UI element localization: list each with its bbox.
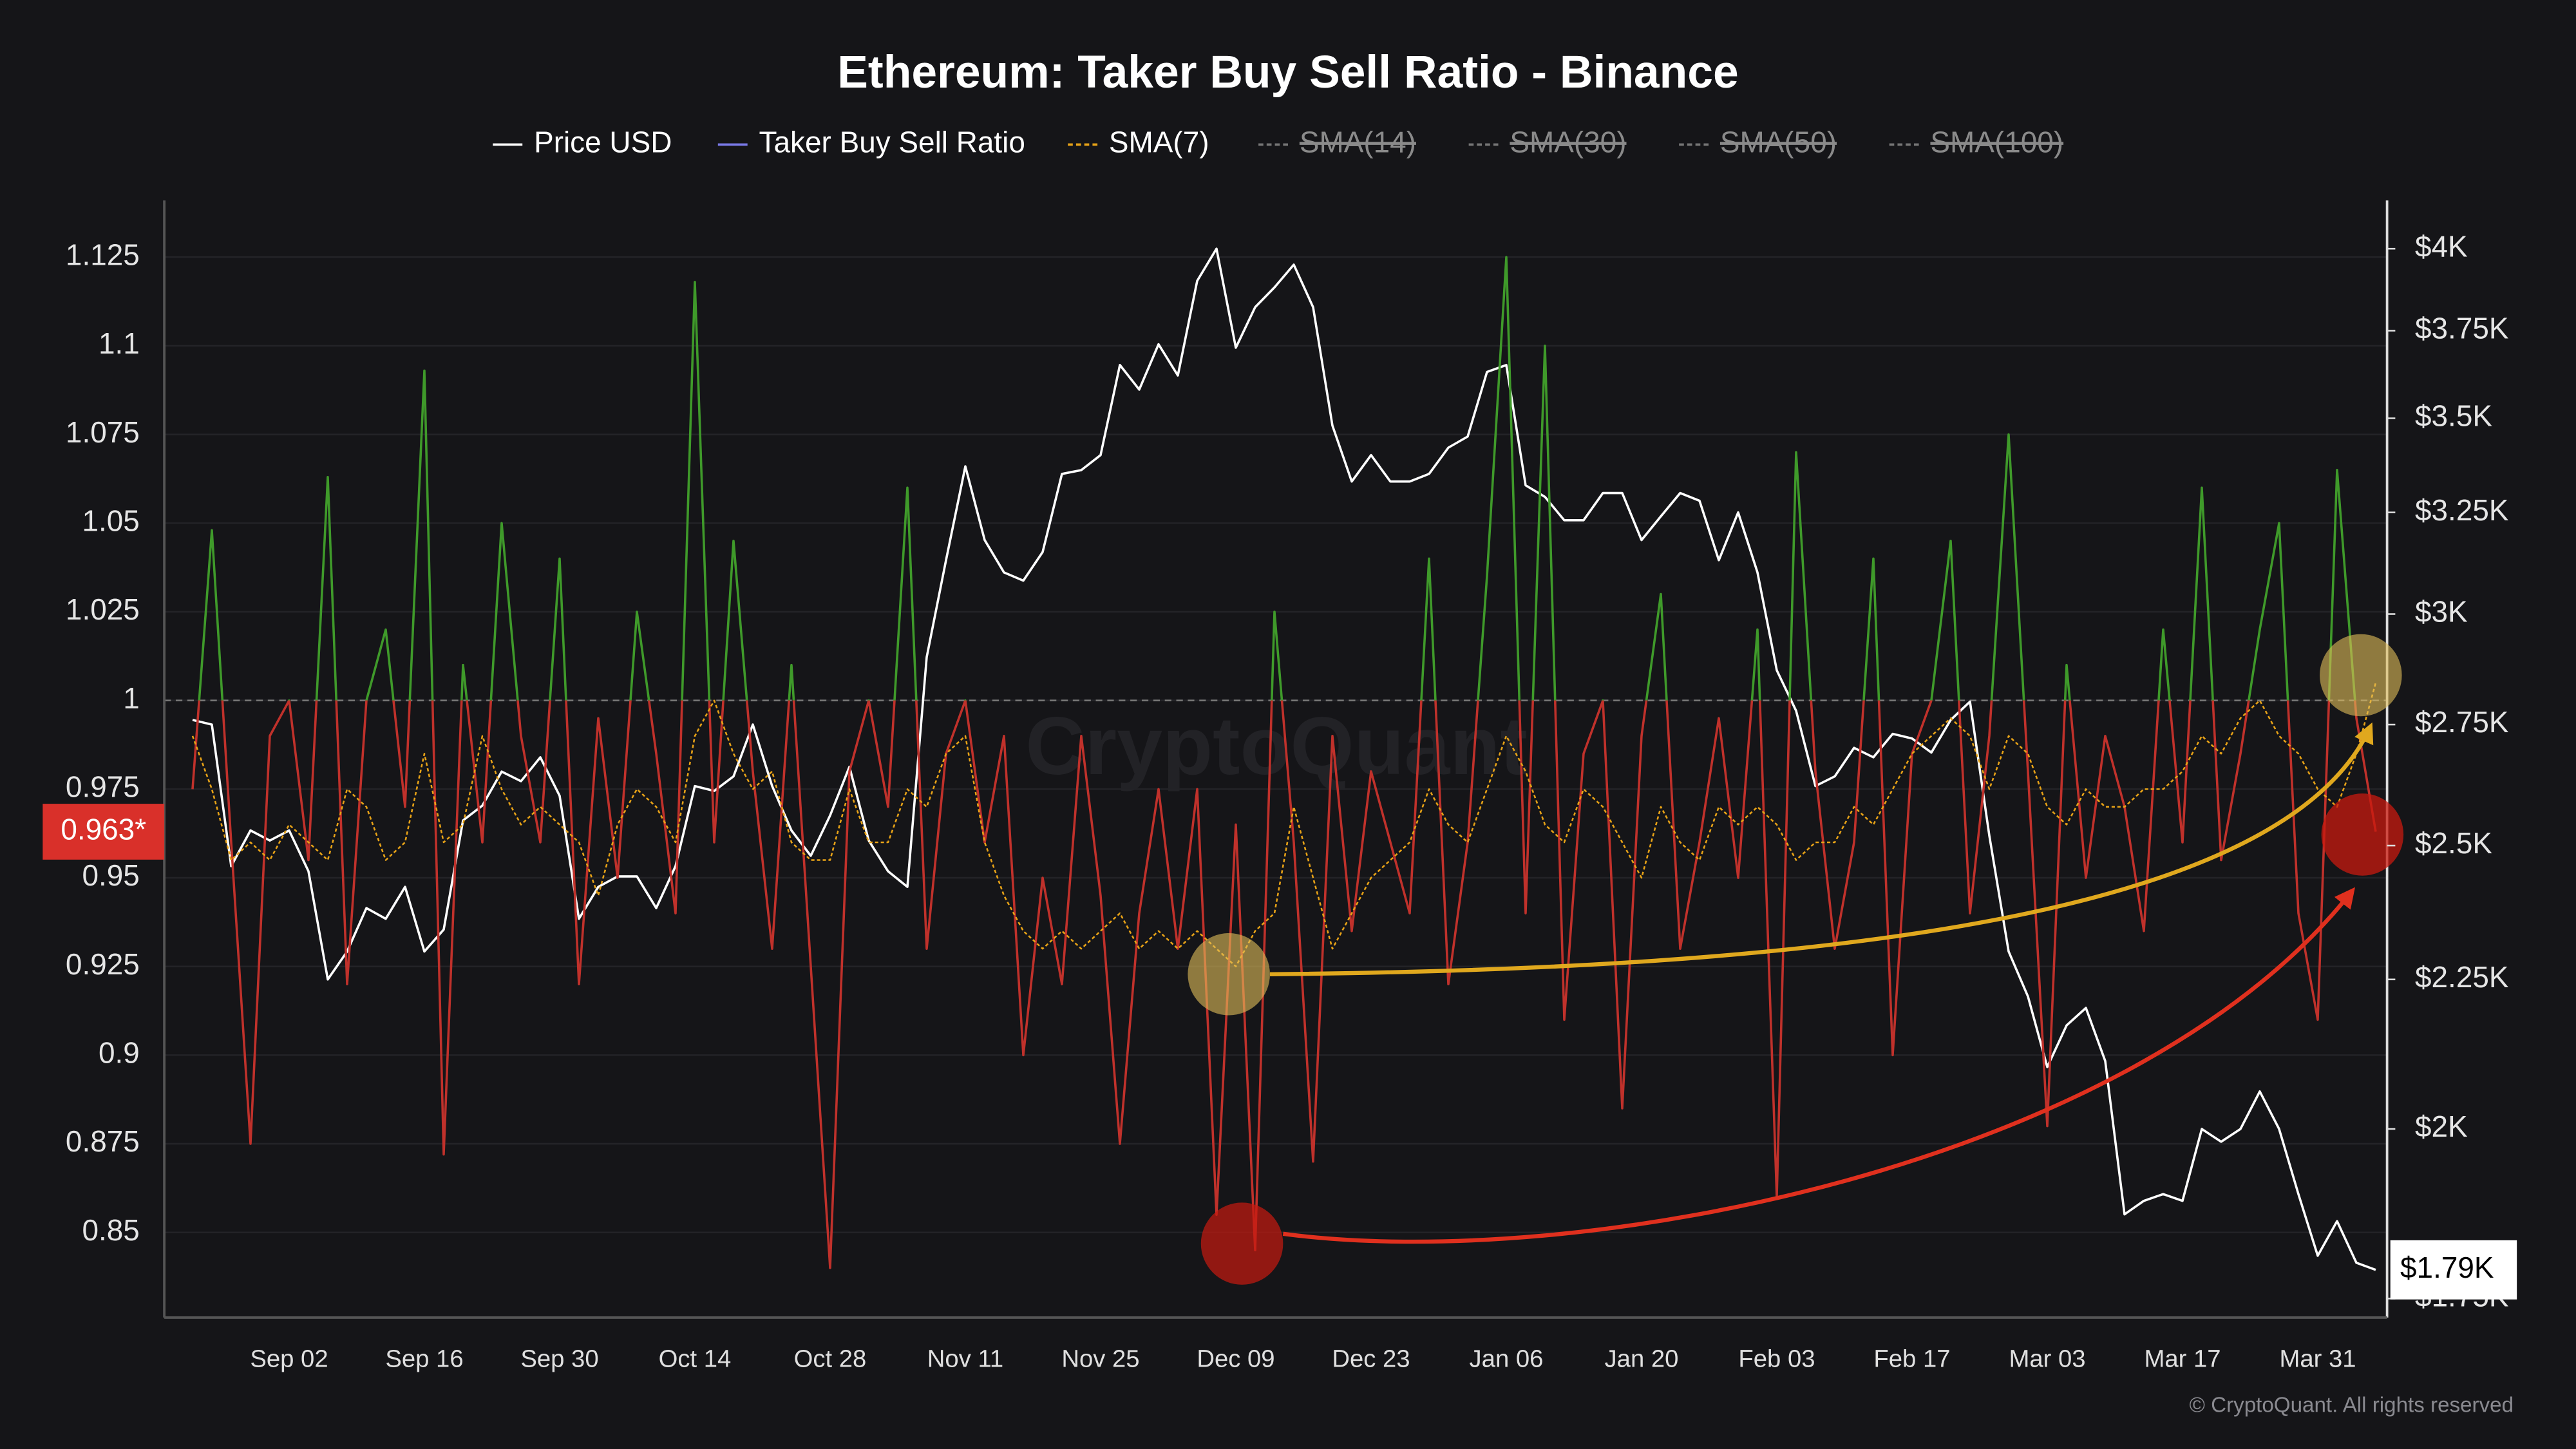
x-tick-label: Feb 03 xyxy=(1738,1345,1815,1372)
y-tick-label: 1.125 xyxy=(66,238,140,271)
y-tick-label: 1 xyxy=(123,681,140,715)
grid xyxy=(164,256,2387,1234)
x-tick-label: Oct 28 xyxy=(794,1345,867,1372)
y2-tick-label: $2.75K xyxy=(2415,705,2509,739)
y-tick-label: 0.975 xyxy=(66,770,140,804)
x-tick-label: Dec 23 xyxy=(1332,1345,1410,1372)
y-tick-label: 1.075 xyxy=(66,415,140,449)
plot xyxy=(191,247,2377,1271)
x-tick-label: Nov 25 xyxy=(1061,1345,1139,1372)
highlight-circle xyxy=(1188,933,1270,1016)
y-tick-label: 0.85 xyxy=(82,1213,139,1247)
current-price-label: $1.79K xyxy=(2400,1251,2494,1284)
y-tick-label: 0.925 xyxy=(66,947,140,981)
y-tick-label: 1.025 xyxy=(66,592,140,626)
series-line xyxy=(192,247,2376,1271)
watermark: CryptoQuant xyxy=(1025,701,1527,792)
y-tick-label: 0.875 xyxy=(66,1124,140,1158)
annotations xyxy=(163,200,2404,1319)
y2-tick-label: $2.25K xyxy=(2415,960,2509,994)
y-tick-label: 0.95 xyxy=(82,858,139,892)
legend: Price USD Taker Buy Sell Ratio SMA(7) SMA(1… xyxy=(493,126,2063,159)
y2-tick-label: $2.5K xyxy=(2415,826,2492,860)
y2-tick-label: $2K xyxy=(2415,1110,2468,1143)
highlight-circle xyxy=(2321,793,2404,876)
highlight-circle xyxy=(2320,634,2402,717)
legend-label[interactable]: SMA(30) xyxy=(1510,126,1626,159)
chart-title: Ethereum: Taker Buy Sell Ratio - Binance xyxy=(837,46,1738,98)
legend-label[interactable]: SMA(7) xyxy=(1109,126,1209,159)
arrow xyxy=(1282,887,2356,1244)
current-value-box xyxy=(43,804,165,860)
x-tick-label: Mar 17 xyxy=(2144,1345,2221,1372)
x-tick-label: Sep 02 xyxy=(250,1345,328,1372)
x-tick-label: Mar 31 xyxy=(2279,1345,2356,1372)
legend-label[interactable]: SMA(50) xyxy=(1720,126,1837,159)
y-tick-label: 1.1 xyxy=(99,327,140,360)
x-tick-label: Nov 11 xyxy=(927,1345,1003,1372)
y-tick-label: 0.9 xyxy=(99,1036,140,1070)
series-line xyxy=(191,256,2377,1269)
series-line xyxy=(191,682,2377,968)
y2-tick-label: $3K xyxy=(2415,595,2468,629)
x-tick-label: Mar 03 xyxy=(2009,1345,2085,1372)
arrow xyxy=(1269,722,2374,976)
legend-label[interactable]: Price USD xyxy=(534,126,672,159)
x-tick-label: Jan 20 xyxy=(1605,1345,1679,1372)
x-tick-label: Feb 17 xyxy=(1873,1345,1950,1372)
y-tick-label: 1.05 xyxy=(82,504,139,537)
x-tick-label: Oct 14 xyxy=(659,1345,732,1372)
y2-tick-label: $4K xyxy=(2415,229,2468,263)
y2-tick-label: $3.75K xyxy=(2415,312,2509,345)
copyright: © CryptoQuant. All rights reserved xyxy=(2189,1393,2514,1417)
x-tick-label: Jan 06 xyxy=(1470,1345,1544,1372)
axes: 0.85 0.875 0.9 0.925 0.95 0.975 1 1.025 1.05 1.07… xyxy=(43,229,2517,1372)
legend-label[interactable]: SMA(100) xyxy=(1930,126,2063,159)
x-tick-label: Dec 09 xyxy=(1197,1345,1274,1372)
highlight-circle xyxy=(1200,1202,1283,1285)
y2-tick-label: $3.5K xyxy=(2415,399,2492,433)
x-tick-label: Sep 30 xyxy=(520,1345,598,1372)
legend-label[interactable]: SMA(14) xyxy=(1300,126,1416,159)
x-tick-label: Sep 16 xyxy=(385,1345,463,1372)
current-price-box xyxy=(2390,1240,2517,1300)
current-value-label: 0.963* xyxy=(61,813,146,846)
legend-label[interactable]: Taker Buy Sell Ratio xyxy=(759,126,1025,159)
y2-tick-label: $3.25K xyxy=(2415,493,2509,527)
